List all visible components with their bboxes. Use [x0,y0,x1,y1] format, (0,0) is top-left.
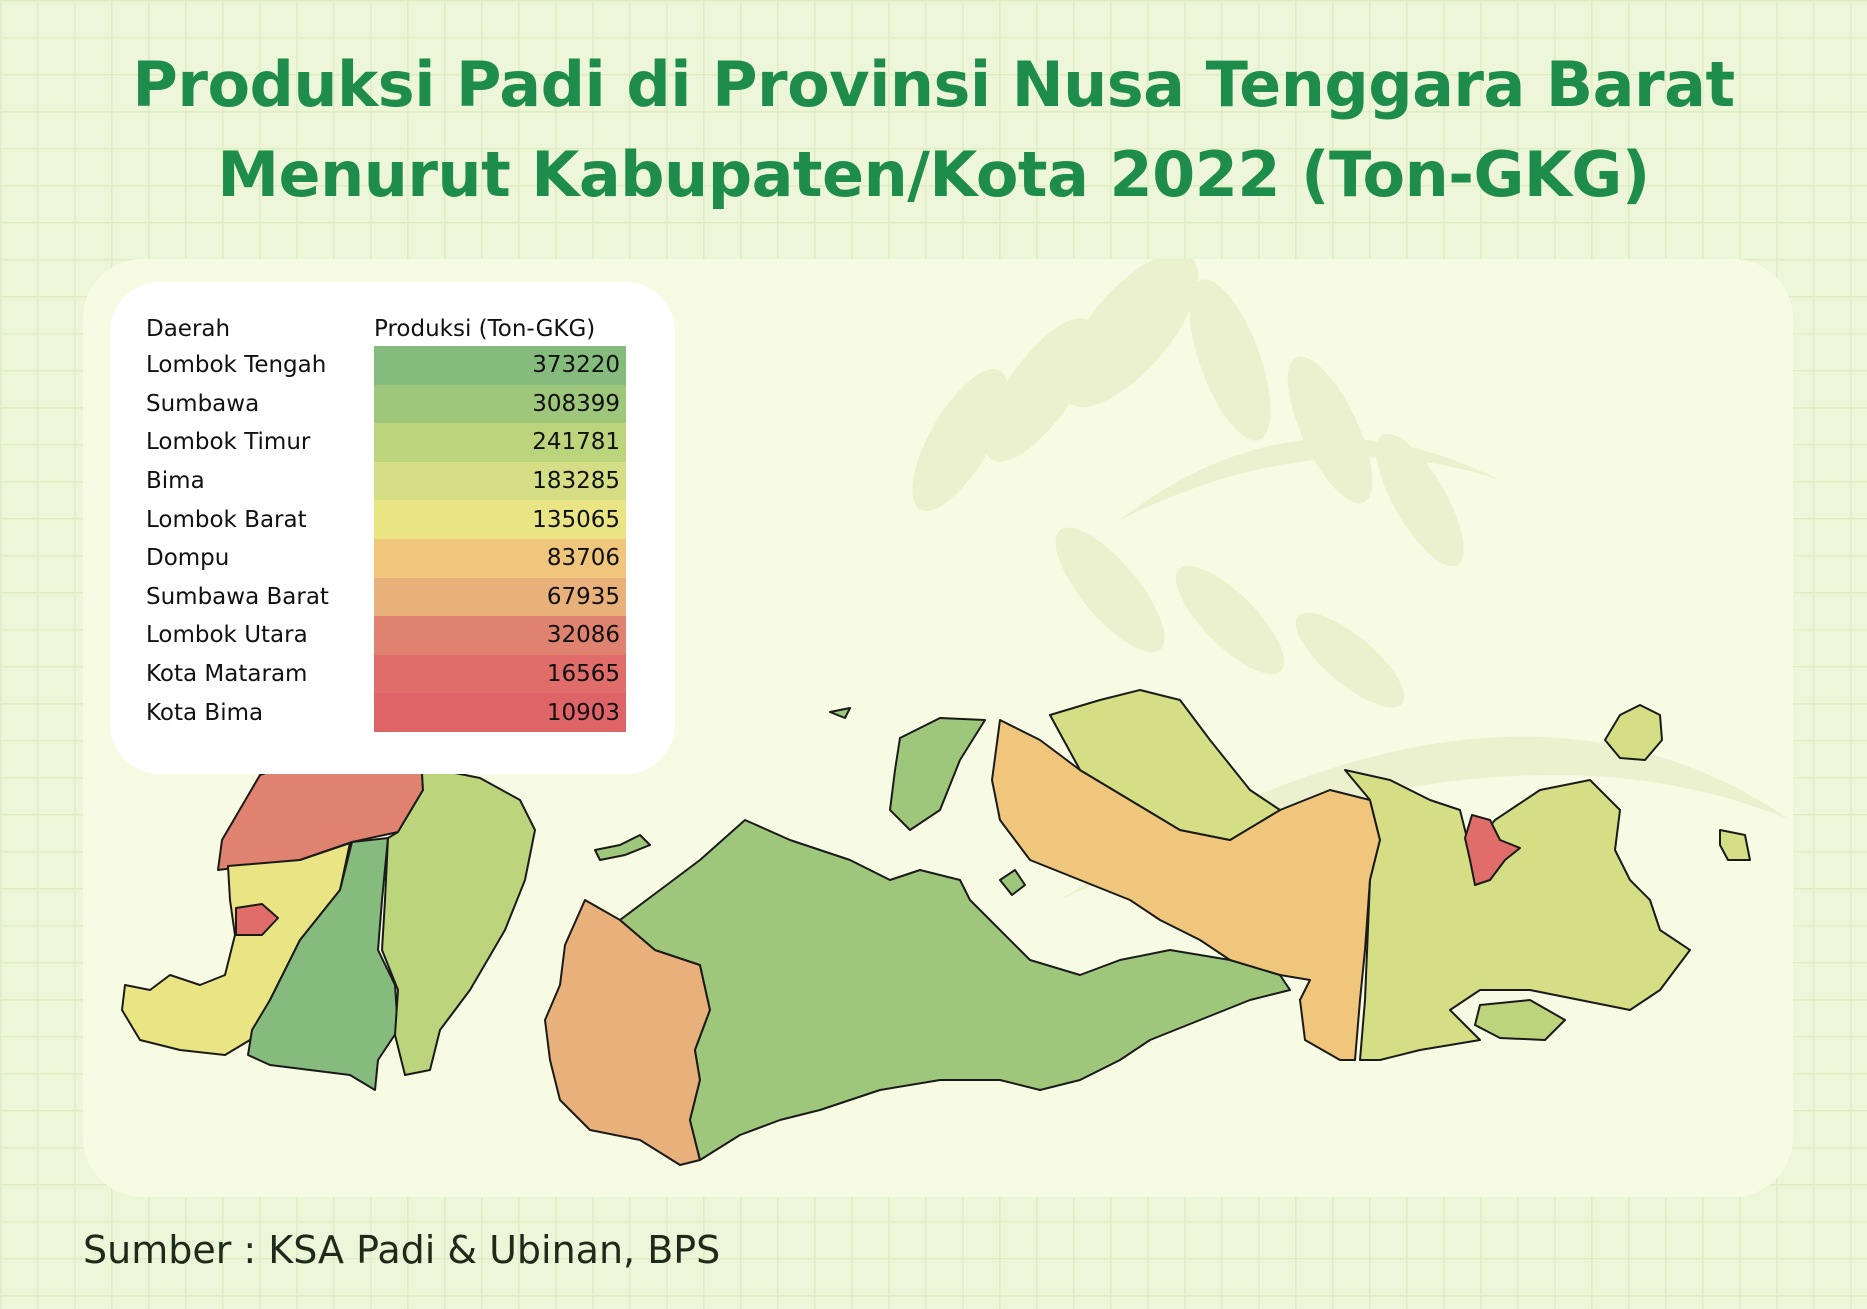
legend-row: Lombok Barat 135065 [146,500,626,539]
legend-region-value: 241781 [374,423,626,462]
legend-region-value: 135065 [374,500,626,539]
region-sumbawa[interactable] [619,819,1291,1161]
title-line-1: Produksi Padi di Provinsi Nusa Tenggara … [132,48,1735,121]
legend-header-value: Produksi (Ton-GKG) [374,316,596,342]
legend-row: Lombok Tengah 373220 [146,346,626,385]
legend-region-value: 16565 [374,654,626,694]
rice-plant-watermark [912,259,1790,900]
small-island [829,707,851,719]
region-kota-mataram[interactable] [235,903,279,936]
legend-region-value: 67935 [374,577,626,617]
legend-row: Kota Mataram 16565 [146,654,626,694]
legend-region-name: Lombok Utara [146,622,308,649]
legend-row: Sumbawa 308399 [146,384,626,424]
legend-region-value: 32086 [374,616,626,655]
region-sumbawa-moyo[interactable] [889,717,986,831]
small-island [594,834,651,861]
small-island [1719,829,1751,861]
region-lombok-tengah[interactable] [247,837,399,1091]
legend-row: Lombok Timur 241781 [146,423,626,462]
small-island [999,869,1026,896]
province-map [121,259,1790,1166]
legend-region-value: 308399 [374,384,626,424]
legend-region-name: Sumbawa [146,390,260,417]
legend-region-name: Lombok Timur [146,429,311,456]
legend-region-name: Sumbawa Barat [146,583,329,610]
small-island [1474,999,1566,1041]
region-lombok-timur[interactable] [381,741,536,1076]
legend-region-value: 183285 [374,461,626,501]
legend-header-region: Daerah [146,316,231,342]
legend-region-name: Bima [146,468,205,495]
page-title: Produksi Padi di Provinsi Nusa Tenggara … [0,40,1867,220]
title-line-2: Menurut Kabupaten/Kota 2022 (Ton-GKG) [217,138,1650,211]
legend-region-name: Lombok Barat [146,506,307,533]
legend-region-value: 373220 [374,346,626,385]
legend-row: Bima 183285 [146,461,626,501]
legend-row: Lombok Utara 32086 [146,616,626,655]
legend-region-name: Kota Mataram [146,661,308,688]
legend-row: Dompu 83706 [146,538,626,578]
source-note: Sumber : KSA Padi & Ubinan, BPS [83,1228,721,1272]
legend-row: Kota Bima 10903 [146,693,626,732]
region-kota-bima[interactable] [1464,814,1521,886]
legend-region-name: Dompu [146,545,230,572]
legend-region-value: 10903 [374,693,626,732]
legend-region-name: Lombok Tengah [146,352,327,379]
legend-region-value: 83706 [374,538,626,578]
region-bima-sanggar[interactable] [1049,689,1281,841]
legend-table: Daerah Produksi (Ton-GKG) Lombok Tengah 3… [110,282,675,774]
legend-row: Sumbawa Barat 67935 [146,577,626,617]
region-bima-sangeang[interactable] [1604,704,1663,761]
legend-region-name: Kota Bima [146,699,264,726]
